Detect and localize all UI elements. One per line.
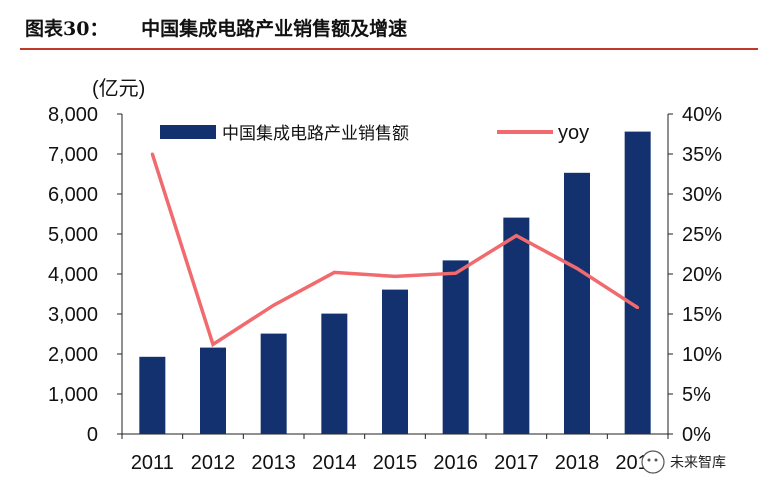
bars-layer xyxy=(139,131,651,435)
yoy-point xyxy=(150,152,154,156)
legend-line-label: yoy xyxy=(558,122,589,144)
y-left-tick-label: 7,000 xyxy=(48,144,98,166)
wechat-icon xyxy=(641,450,665,474)
yoy-point xyxy=(393,274,397,278)
x-tick-label: 2011 xyxy=(131,452,174,474)
y-right-tick-label: 10% xyxy=(682,344,722,366)
watermark-text: 未来智库 xyxy=(670,455,726,471)
yoy-point xyxy=(454,271,458,275)
y-right-tick-label: 15% xyxy=(682,304,722,326)
y-right-tick-label: 0% xyxy=(682,424,711,446)
bar xyxy=(321,313,348,434)
yoy-point xyxy=(514,234,518,238)
y-left-tick-label: 3,000 xyxy=(48,304,98,326)
tick-labels-layer: 0 1,000 2,000 3,000 4,000 5,000 6,000 7,000 8,00… xyxy=(48,104,722,474)
yoy-point xyxy=(211,342,215,346)
x-tick-label: 2013 xyxy=(251,452,296,474)
watermark: 未来智库 xyxy=(641,450,726,474)
yoy-point xyxy=(636,306,640,310)
wechat-icon-eye-right xyxy=(654,458,658,462)
bar xyxy=(564,172,590,435)
y-axis-unit: (亿元) xyxy=(92,77,145,100)
y-right-tick-label: 20% xyxy=(682,264,722,286)
title-rule xyxy=(20,48,758,50)
x-tick-label: 2014 xyxy=(312,452,357,474)
x-tick-label: 2016 xyxy=(433,452,478,474)
y-right-tick-label: 40% xyxy=(682,104,722,126)
bar xyxy=(200,347,226,434)
yoy-line-layer xyxy=(150,152,640,348)
yoy-point xyxy=(272,303,276,307)
y-left-tick-label: 6,000 xyxy=(48,184,98,206)
yoy-point xyxy=(332,270,336,274)
bar xyxy=(139,356,166,434)
y-right-tick-label: 30% xyxy=(682,184,722,206)
bar xyxy=(442,260,469,434)
bar xyxy=(624,131,651,434)
figure-title-text: 中国集成电路产业销售额及增速 xyxy=(141,18,408,40)
y-left-tick-label: 2,000 xyxy=(48,344,98,366)
y-left-tick-label: 5,000 xyxy=(48,224,98,246)
bar xyxy=(260,333,287,434)
figure-title: 图表30： 中国集成电路产业销售额及增速 xyxy=(25,14,407,41)
y-left-tick-label: 0 xyxy=(87,424,98,446)
y-left-tick-label: 4,000 xyxy=(48,264,98,286)
x-tick-label: 2018 xyxy=(555,452,600,474)
bar xyxy=(382,289,408,434)
y-right-tick-label: 5% xyxy=(682,384,711,406)
legend: 中国集成电路产业销售额 yoy xyxy=(160,122,589,144)
x-tick-label: 2012 xyxy=(191,452,236,474)
y-left-tick-label: 8,000 xyxy=(48,104,98,126)
x-tick-label: 2017 xyxy=(494,452,539,474)
y-right-tick-label: 25% xyxy=(682,224,722,246)
x-tick-label: 2015 xyxy=(373,452,418,474)
bar xyxy=(503,217,530,434)
yoy-point xyxy=(575,266,579,270)
legend-bar-swatch xyxy=(160,125,216,139)
y-left-tick-label: 1,000 xyxy=(48,384,98,406)
wechat-icon-eye-left xyxy=(647,458,651,462)
figure-label: 图表30： xyxy=(25,18,109,40)
legend-bar-label: 中国集成电路产业销售额 xyxy=(222,124,409,144)
y-right-tick-label: 35% xyxy=(682,144,722,166)
